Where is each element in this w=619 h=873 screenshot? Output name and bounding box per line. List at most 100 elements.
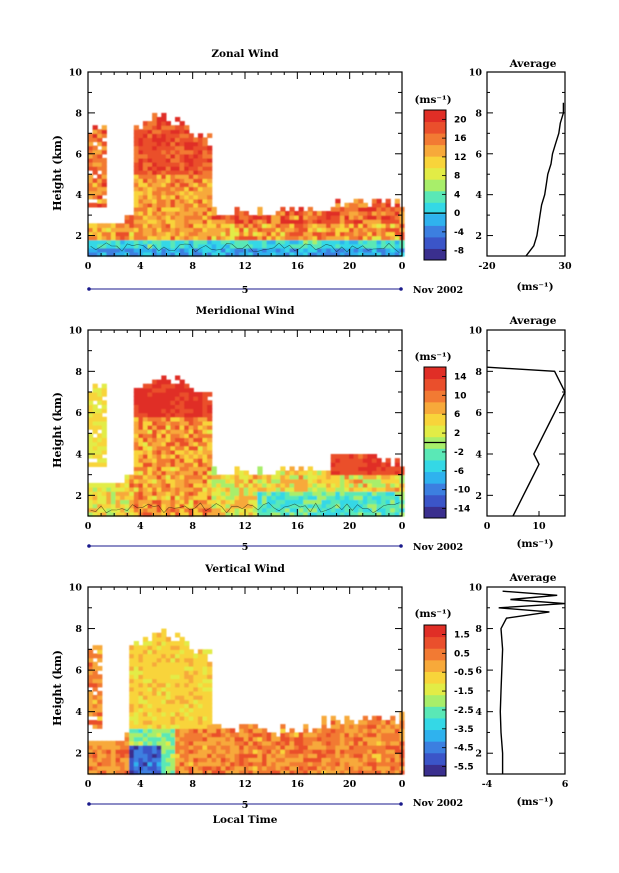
- field-cell: [148, 737, 153, 742]
- field-cell: [93, 182, 98, 187]
- field-cell: [326, 223, 331, 228]
- field-cell: [166, 645, 171, 650]
- field-cell: [116, 741, 121, 746]
- field-cell: [97, 158, 102, 163]
- field-cell: [221, 728, 226, 733]
- field-cell: [129, 483, 134, 488]
- colorbar-swatch: [424, 390, 446, 402]
- field-cell: [138, 236, 143, 241]
- field-cell: [189, 146, 194, 151]
- field-cell: [97, 150, 102, 155]
- field-cell: [161, 475, 166, 480]
- field-cell: [262, 232, 267, 237]
- field-cell: [280, 227, 285, 232]
- field-cell: [363, 724, 368, 729]
- field-cell: [138, 753, 143, 758]
- field-cell: [175, 479, 180, 484]
- field-cell: [166, 687, 171, 692]
- field-cell: [363, 762, 368, 767]
- field-cell: [303, 223, 308, 228]
- field-cell: [157, 207, 162, 212]
- field-cell: [143, 753, 148, 758]
- field-cell: [138, 442, 143, 447]
- field-cell: [207, 479, 212, 484]
- field-cell: [322, 479, 327, 484]
- field-cell: [180, 654, 185, 659]
- field-cell: [180, 442, 185, 447]
- field-cell: [280, 475, 285, 480]
- field-cell: [267, 219, 272, 224]
- field-cell: [129, 475, 134, 480]
- field-cell: [170, 641, 175, 646]
- field-cell: [207, 413, 212, 418]
- field-cell: [189, 400, 194, 405]
- field-cell: [97, 203, 102, 208]
- field-cell: [280, 508, 285, 513]
- field-cell: [381, 732, 386, 737]
- field-cell: [377, 199, 382, 204]
- field-cell: [97, 741, 102, 746]
- field-cell: [271, 227, 276, 232]
- field-cell: [326, 757, 331, 762]
- field-cell: [102, 236, 107, 241]
- field-cell: [225, 487, 230, 492]
- colorbar-swatch: [424, 625, 446, 637]
- field-cell: [93, 438, 98, 443]
- field-cell: [257, 495, 262, 500]
- field-cell: [134, 753, 139, 758]
- field-cell: [303, 724, 308, 729]
- field-cell: [395, 462, 400, 467]
- field-cell: [212, 487, 217, 492]
- field-cell: [175, 645, 180, 650]
- field-cell: [326, 495, 331, 500]
- field-cell: [125, 757, 130, 762]
- field-cell: [248, 732, 253, 737]
- field-cell: [230, 741, 235, 746]
- field-cell: [184, 500, 189, 505]
- field-cell: [349, 741, 354, 746]
- field-cell: [225, 500, 230, 505]
- field-cell: [216, 724, 221, 729]
- field-cell: [148, 495, 153, 500]
- field-cell: [308, 487, 313, 492]
- field-cell: [184, 708, 189, 713]
- field-cell: [125, 223, 130, 228]
- field-cell: [152, 150, 157, 155]
- field-cell: [363, 720, 368, 725]
- field-cell: [294, 244, 299, 249]
- field-cell: [390, 207, 395, 212]
- field-cell: [129, 227, 134, 232]
- field-cell: [170, 215, 175, 220]
- field-cell: [216, 215, 221, 220]
- field-cell: [143, 487, 148, 492]
- field-cell: [161, 670, 166, 675]
- field-cell: [166, 121, 171, 126]
- field-cell: [271, 766, 276, 771]
- field-cell: [134, 413, 139, 418]
- field-cell: [276, 504, 281, 509]
- field-cell: [207, 695, 212, 700]
- field-cell: [170, 645, 175, 650]
- field-cell: [354, 741, 359, 746]
- field-cell: [102, 417, 107, 422]
- field-cell: [175, 724, 180, 729]
- field-cell: [138, 645, 143, 650]
- x-tick-label: 16: [291, 261, 305, 272]
- field-cell: [367, 227, 372, 232]
- field-cell: [88, 762, 93, 767]
- field-cell: [170, 487, 175, 492]
- field-cell: [280, 491, 285, 496]
- field-cell: [170, 421, 175, 426]
- field-cell: [193, 142, 198, 147]
- field-cell: [193, 166, 198, 171]
- colorbar-tick-label: -6: [454, 467, 464, 477]
- field-cell: [235, 215, 240, 220]
- field-cell: [93, 166, 98, 171]
- field-cell: [358, 495, 363, 500]
- field-cell: [367, 732, 372, 737]
- field-cell: [312, 741, 317, 746]
- field-cell: [221, 475, 226, 480]
- field-cell: [134, 491, 139, 496]
- field-cell: [161, 674, 166, 679]
- field-cell: [161, 487, 166, 492]
